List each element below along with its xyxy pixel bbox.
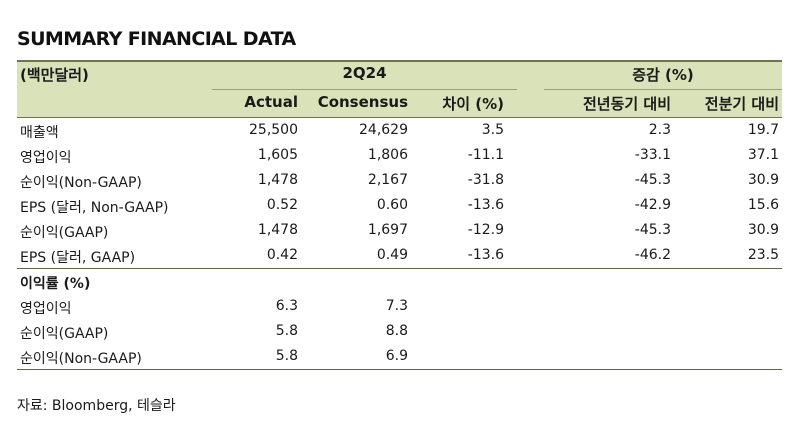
cell-consensus: 7.3: [385, 298, 408, 314]
table-row: EPS (달러, Non-GAAP) 0.52 0.60 -13.6 -42.9 15.6: [17, 193, 782, 218]
cell-actual: 0.42: [266, 247, 298, 263]
cell-actual: 25,500: [249, 122, 298, 138]
cell-qoq: 23.5: [747, 247, 779, 263]
margin-section-heading: 이익률 (%): [17, 269, 782, 294]
row-label: 순이익(Non-GAAP): [20, 175, 142, 191]
cell-consensus: 6.9: [385, 348, 408, 364]
table-bottom-rule: [17, 369, 782, 370]
cell-qoq: 30.9: [747, 222, 779, 238]
header-top-rule: [17, 60, 782, 62]
cell-actual: 6.3: [275, 298, 298, 314]
cell-diff: -13.6: [467, 197, 504, 213]
cell-consensus: 24,629: [359, 122, 408, 138]
cell-yoy: -45.3: [634, 222, 671, 238]
cell-qoq: 30.9: [747, 172, 779, 188]
cell-yoy: -45.3: [634, 172, 671, 188]
col-actual: Actual: [244, 93, 298, 111]
cell-consensus: 1,806: [367, 147, 408, 163]
col-consensus: Consensus: [317, 93, 408, 111]
cell-consensus: 0.49: [376, 247, 408, 263]
change-underline: [544, 89, 782, 90]
table-row: 매출액 25,500 24,629 3.5 2.3 19.7: [17, 118, 782, 143]
cell-actual: 1,478: [257, 172, 298, 188]
row-label: 매출액: [20, 125, 59, 141]
cell-qoq: 15.6: [747, 197, 779, 213]
cell-diff: -11.1: [467, 147, 504, 163]
page-title: SUMMARY FINANCIAL DATA: [17, 28, 296, 50]
cell-yoy: -46.2: [634, 247, 671, 263]
table-row: 순이익(GAAP) 5.8 8.8: [17, 319, 782, 344]
cell-consensus: 0.60: [376, 197, 408, 213]
cell-actual: 5.8: [275, 323, 298, 339]
header-bottom-rule: [17, 117, 782, 118]
cell-actual: 0.52: [266, 197, 298, 213]
row-label: 순이익(GAAP): [20, 225, 109, 241]
financial-table: (백만달러) 2Q24 증감 (%) Actual Consensus 차이 (…: [17, 60, 782, 370]
cell-qoq: 19.7: [747, 122, 779, 138]
table-row: 순이익(Non-GAAP) 1,478 2,167 -31.8 -45.3 30.9: [17, 168, 782, 193]
table-row: 순이익(Non-GAAP) 5.8 6.9: [17, 344, 782, 369]
margin-section-label: 이익률 (%): [20, 276, 91, 292]
table-row: 영업이익 6.3 7.3: [17, 294, 782, 319]
main-rows: 매출액 25,500 24,629 3.5 2.3 19.7 영업이익 1,605 1,806 -…: [17, 118, 782, 268]
cell-consensus: 8.8: [385, 323, 408, 339]
cell-diff: -12.9: [467, 222, 504, 238]
table-row: EPS (달러, GAAP) 0.42 0.49 -13.6 -46.2 23.5: [17, 243, 782, 268]
period-label: 2Q24: [342, 64, 387, 82]
row-label: 영업이익: [20, 301, 72, 317]
margin-rows: 영업이익 6.3 7.3 순이익(GAAP) 5.8 8.8 순이익(Non-GAAP) 5.…: [17, 294, 782, 369]
table-row: 영업이익 1,605 1,806 -11.1 -33.1 37.1: [17, 143, 782, 168]
row-label: EPS (달러, GAAP): [20, 250, 136, 266]
cell-yoy: -33.1: [634, 147, 671, 163]
col-yoy: 전년동기 대비: [582, 95, 671, 113]
period-underline: [212, 89, 517, 90]
cell-actual: 5.8: [275, 348, 298, 364]
section-rule: [17, 268, 782, 269]
col-qoq: 전분기 대비: [704, 95, 779, 113]
row-label: 순이익(Non-GAAP): [20, 351, 142, 367]
source-note: 자료: Bloomberg, 테슬라: [17, 398, 176, 414]
cell-consensus: 2,167: [367, 172, 408, 188]
cell-qoq: 37.1: [747, 147, 779, 163]
cell-actual: 1,478: [257, 222, 298, 238]
row-label: EPS (달러, Non-GAAP): [20, 200, 169, 216]
table-header: (백만달러) 2Q24 증감 (%) Actual Consensus 차이 (…: [17, 60, 782, 118]
cell-actual: 1,605: [257, 147, 298, 163]
cell-diff: 3.5: [481, 122, 504, 138]
table-row: 순이익(GAAP) 1,478 1,697 -12.9 -45.3 30.9: [17, 218, 782, 243]
row-label: 순이익(GAAP): [20, 326, 109, 342]
cell-yoy: -42.9: [634, 197, 671, 213]
cell-diff: -31.8: [467, 172, 504, 188]
row-label: 영업이익: [20, 150, 72, 166]
col-diff: 차이 (%): [442, 95, 504, 113]
unit-label: (백만달러): [20, 66, 89, 84]
cell-diff: -13.6: [467, 247, 504, 263]
change-group-label: 증감 (%): [632, 66, 694, 84]
cell-yoy: 2.3: [648, 122, 671, 138]
cell-consensus: 1,697: [367, 222, 408, 238]
